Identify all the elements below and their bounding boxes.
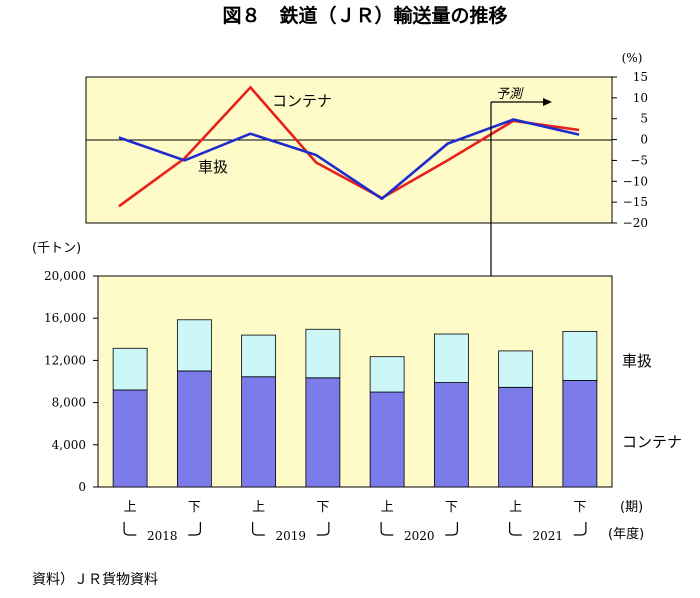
line-y-tick-label: 5 [640, 112, 648, 126]
year-bracket [252, 522, 330, 536]
x-tick-label: 上 [381, 500, 394, 515]
figure-title: 図８ 鉄道（ＪＲ）輸送量の推移 [222, 4, 507, 27]
legend-container: コンテナ [622, 433, 682, 451]
bar-chart: (千トン) 0 4,000 8,000 12,000 16,000 20,000 車扱 コ… [32, 241, 682, 543]
x-unit-year: (年度) [608, 526, 644, 542]
forecast-label: 予測 [496, 87, 524, 102]
series-line-sharyou [118, 118, 580, 201]
line-chart: (%) 15 10 5 0 −5 −10 −15 −20 コンテナ 車扱 [85, 51, 648, 230]
line-y-tick-label: 10 [633, 91, 648, 105]
x-tick-label: 下 [445, 500, 458, 515]
year-label: 2018 [147, 529, 178, 543]
bar-y-tick-label: 20,000 [44, 269, 86, 283]
x-unit-period: (期) [620, 500, 643, 515]
bar-container [433, 382, 469, 488]
bar-container [305, 377, 341, 488]
bar-y-tick-label: 12,000 [44, 353, 86, 367]
bar-sharyou [241, 334, 277, 378]
year-bracket [509, 522, 587, 536]
bar-y-tick-label: 4,000 [52, 438, 86, 452]
year-label: 2020 [404, 529, 435, 543]
bar-chart-y-unit: (千トン) [32, 241, 81, 256]
line-chart-plot-area [85, 76, 613, 224]
line-chart-y-unit: (%) [622, 51, 643, 65]
bar-sharyou [562, 330, 598, 381]
bar-container [176, 370, 212, 488]
bar-chart-x-ticks: 上下上下上下上下 [124, 500, 587, 515]
year-label: 2021 [532, 529, 563, 543]
line-y-tick-label: −20 [623, 216, 648, 230]
source-note: 資料）ＪＲ貨物資料 [32, 571, 158, 588]
line-y-tick-label: −5 [630, 153, 648, 167]
bar-sharyou [112, 347, 148, 391]
bar-sharyou [369, 356, 405, 393]
x-tick-label: 下 [316, 500, 329, 515]
line-y-tick-label: 0 [640, 133, 648, 147]
bar-container [369, 391, 405, 488]
legend-sharyou: 車扱 [622, 352, 652, 370]
bar-sharyou [305, 328, 341, 379]
bar-chart-y-ticks: 0 4,000 8,000 12,000 16,000 20,000 [44, 269, 98, 494]
bar-chart-plot-area [97, 275, 613, 488]
bar-chart-bars [112, 319, 598, 488]
line-chart-y-ticks: 15 10 5 0 −5 −10 −15 −20 [612, 70, 648, 230]
line-y-tick-label: 15 [633, 70, 648, 84]
bar-container [112, 389, 148, 488]
x-tick-label: 上 [509, 500, 522, 515]
year-label: 2019 [275, 529, 306, 543]
x-tick-label: 上 [252, 500, 265, 515]
bar-sharyou [498, 350, 534, 388]
forecast-arrow-head [543, 98, 552, 106]
bar-sharyou [433, 333, 469, 383]
year-groups: 2018 2019 2020 2021 [123, 522, 587, 543]
year-bracket [123, 522, 201, 536]
x-tick-label: 下 [188, 500, 201, 515]
bar-container [562, 380, 598, 488]
line-y-tick-label: −15 [623, 195, 648, 209]
bar-y-tick-label: 0 [78, 480, 86, 494]
bar-sharyou [176, 319, 212, 372]
series-label-sharyou: 車扱 [198, 158, 228, 176]
x-tick-label: 上 [124, 500, 137, 515]
year-bracket [380, 522, 458, 536]
series-line-container [118, 85, 580, 208]
line-y-tick-label: −10 [623, 174, 648, 188]
bar-container [241, 376, 277, 488]
x-tick-label: 下 [573, 500, 586, 515]
bar-container [498, 386, 534, 488]
bar-y-tick-label: 8,000 [52, 396, 86, 410]
bar-y-tick-label: 16,000 [44, 311, 86, 325]
series-label-container: コンテナ [272, 92, 332, 110]
